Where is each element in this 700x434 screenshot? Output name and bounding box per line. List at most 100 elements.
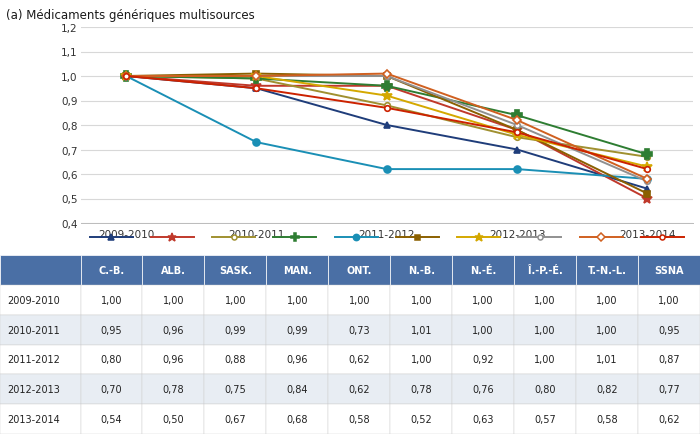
Text: ALB.: ALB. bbox=[161, 265, 186, 275]
Bar bbox=[452, 345, 514, 375]
Bar bbox=[391, 285, 452, 315]
Text: 0,87: 0,87 bbox=[658, 355, 680, 365]
Text: 0,99: 0,99 bbox=[225, 325, 246, 335]
Bar bbox=[80, 285, 143, 315]
Bar bbox=[576, 256, 638, 285]
Text: 1,00: 1,00 bbox=[286, 295, 308, 305]
Text: 1,00: 1,00 bbox=[534, 295, 556, 305]
Text: 0,68: 0,68 bbox=[286, 414, 308, 424]
Bar bbox=[0, 256, 80, 285]
Text: 1,00: 1,00 bbox=[101, 295, 122, 305]
Bar bbox=[576, 315, 638, 345]
Text: 0,92: 0,92 bbox=[473, 355, 494, 365]
Text: 1,00: 1,00 bbox=[349, 295, 370, 305]
Bar bbox=[266, 315, 328, 345]
Bar bbox=[638, 256, 700, 285]
Text: 2013-2014: 2013-2014 bbox=[7, 414, 60, 424]
Bar bbox=[638, 345, 700, 375]
Text: 2012-2013: 2012-2013 bbox=[7, 385, 60, 395]
Bar bbox=[514, 345, 576, 375]
Text: 0,96: 0,96 bbox=[162, 325, 184, 335]
Text: 2009-2010: 2009-2010 bbox=[7, 295, 60, 305]
Text: 0,96: 0,96 bbox=[286, 355, 308, 365]
Text: MAN.: MAN. bbox=[283, 265, 312, 275]
Text: 0,58: 0,58 bbox=[349, 414, 370, 424]
Text: N.-É.: N.-É. bbox=[470, 265, 496, 275]
Text: 0,52: 0,52 bbox=[410, 414, 432, 424]
Text: 1,00: 1,00 bbox=[534, 355, 556, 365]
Text: 0,95: 0,95 bbox=[101, 325, 122, 335]
Bar bbox=[80, 256, 143, 285]
Bar bbox=[391, 375, 452, 404]
Text: 1,00: 1,00 bbox=[410, 355, 432, 365]
Bar bbox=[328, 256, 391, 285]
Bar bbox=[80, 345, 143, 375]
Text: 1,00: 1,00 bbox=[534, 325, 556, 335]
Text: SASK.: SASK. bbox=[219, 265, 252, 275]
Text: 0,62: 0,62 bbox=[349, 355, 370, 365]
Bar bbox=[266, 256, 328, 285]
Bar bbox=[514, 315, 576, 345]
Text: 1,00: 1,00 bbox=[162, 295, 184, 305]
Bar bbox=[638, 285, 700, 315]
Text: 0,95: 0,95 bbox=[658, 325, 680, 335]
Bar bbox=[143, 256, 204, 285]
Bar bbox=[0, 285, 80, 315]
Text: 0,54: 0,54 bbox=[101, 414, 122, 424]
Bar bbox=[514, 256, 576, 285]
Text: 0,58: 0,58 bbox=[596, 414, 618, 424]
Text: 0,78: 0,78 bbox=[410, 385, 432, 395]
Bar bbox=[204, 345, 266, 375]
Bar bbox=[143, 345, 204, 375]
Text: 0,73: 0,73 bbox=[349, 325, 370, 335]
Text: (a) Médicaments génériques multisources: (a) Médicaments génériques multisources bbox=[6, 9, 254, 22]
Bar bbox=[80, 404, 143, 434]
Text: 0,62: 0,62 bbox=[349, 385, 370, 395]
Text: 0,80: 0,80 bbox=[534, 385, 556, 395]
Bar bbox=[143, 404, 204, 434]
Text: 0,62: 0,62 bbox=[658, 414, 680, 424]
Bar bbox=[143, 285, 204, 315]
Bar bbox=[0, 404, 80, 434]
Bar bbox=[576, 404, 638, 434]
Text: 0,99: 0,99 bbox=[286, 325, 308, 335]
Text: 1,00: 1,00 bbox=[596, 325, 618, 335]
Bar bbox=[391, 345, 452, 375]
Text: 0,63: 0,63 bbox=[473, 414, 494, 424]
Text: 0,88: 0,88 bbox=[225, 355, 246, 365]
Text: 0,80: 0,80 bbox=[101, 355, 122, 365]
Bar bbox=[328, 345, 391, 375]
Text: T.-N.-L.: T.-N.-L. bbox=[587, 265, 626, 275]
Text: 1,00: 1,00 bbox=[225, 295, 246, 305]
Bar bbox=[266, 345, 328, 375]
Bar bbox=[204, 404, 266, 434]
Text: 0,50: 0,50 bbox=[162, 414, 184, 424]
Bar bbox=[514, 404, 576, 434]
Text: N.-B.: N.-B. bbox=[407, 265, 435, 275]
Bar bbox=[638, 315, 700, 345]
Text: 1,01: 1,01 bbox=[596, 355, 618, 365]
Bar bbox=[452, 375, 514, 404]
Text: 0,82: 0,82 bbox=[596, 385, 618, 395]
Text: 0,96: 0,96 bbox=[162, 355, 184, 365]
Bar bbox=[452, 404, 514, 434]
Bar bbox=[514, 285, 576, 315]
Bar bbox=[391, 315, 452, 345]
Bar bbox=[266, 285, 328, 315]
Text: SSNA: SSNA bbox=[654, 265, 684, 275]
Bar bbox=[452, 315, 514, 345]
Text: 0,57: 0,57 bbox=[534, 414, 556, 424]
Text: 0,84: 0,84 bbox=[286, 385, 308, 395]
Text: 2011-2012: 2011-2012 bbox=[7, 355, 60, 365]
Text: ONT.: ONT. bbox=[346, 265, 372, 275]
Bar bbox=[80, 315, 143, 345]
Bar bbox=[143, 315, 204, 345]
Text: 1,01: 1,01 bbox=[410, 325, 432, 335]
Text: 2010-2011: 2010-2011 bbox=[7, 325, 60, 335]
Text: 1,00: 1,00 bbox=[658, 295, 680, 305]
Bar bbox=[204, 285, 266, 315]
Bar bbox=[266, 375, 328, 404]
Bar bbox=[576, 375, 638, 404]
Bar bbox=[391, 404, 452, 434]
Bar bbox=[576, 345, 638, 375]
